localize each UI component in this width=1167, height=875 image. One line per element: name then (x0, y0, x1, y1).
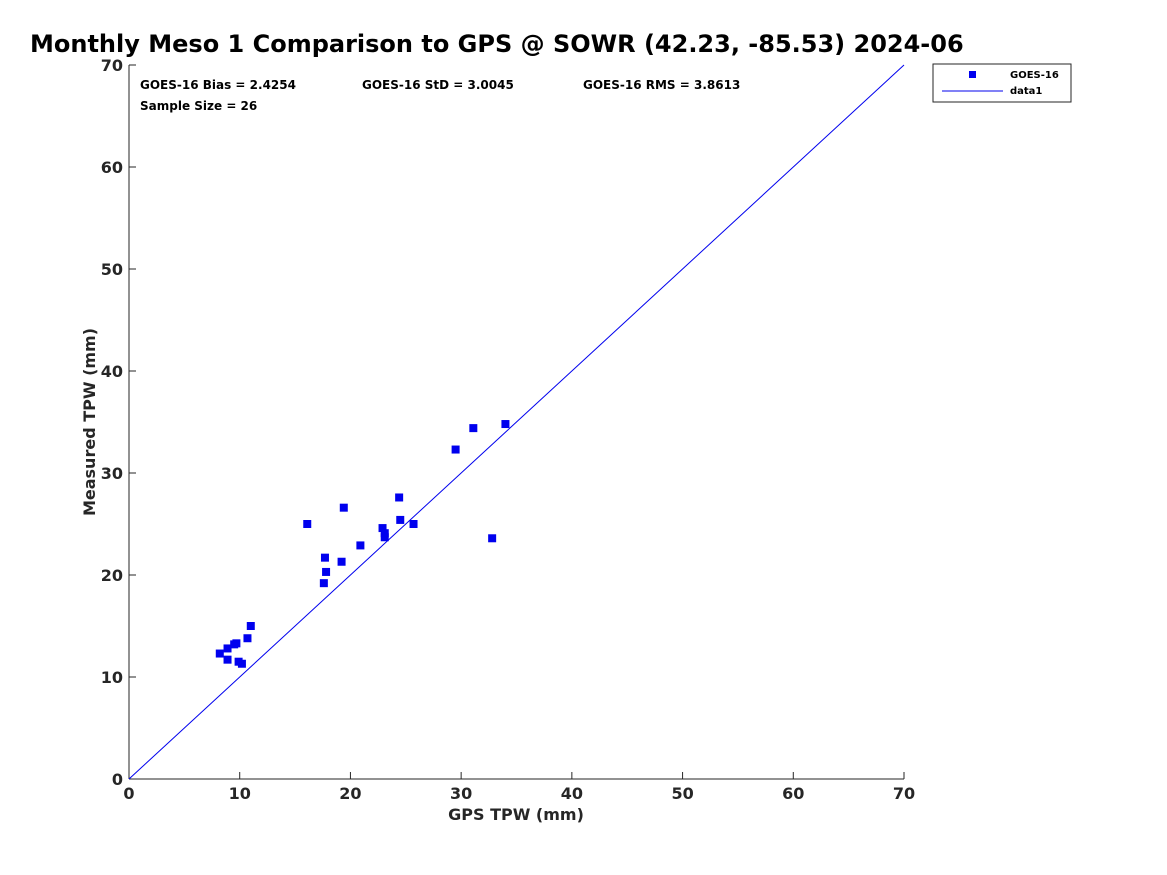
bias-annotation: GOES-16 Bias = 2.4254 (140, 78, 296, 92)
x-tick-label: 20 (339, 784, 361, 803)
y-tick-label: 60 (101, 158, 123, 177)
y-tick-label: 40 (101, 362, 123, 381)
x-tick-label: 50 (671, 784, 693, 803)
std-annotation: GOES-16 StD = 3.0045 (362, 78, 514, 92)
legend-marker-square-icon (969, 71, 976, 78)
data-point (339, 503, 348, 512)
data-point (451, 445, 460, 454)
data-point (320, 553, 329, 562)
data-point (223, 644, 232, 653)
y-axis-label: Measured TPW (mm) (80, 328, 99, 516)
legend-label-data1: data1 (1010, 86, 1042, 97)
x-tick-label: 0 (123, 784, 134, 803)
legend: GOES-16 data1 (932, 63, 1072, 103)
sample-size-annotation: Sample Size = 26 (140, 99, 257, 113)
x-axis-ticks: 0 10 20 30 40 50 60 70 (123, 772, 915, 803)
legend-box (932, 63, 1072, 103)
data-point (232, 639, 241, 648)
y-tick-label: 30 (101, 464, 123, 483)
data-point (337, 557, 346, 566)
x-tick-label: 60 (782, 784, 804, 803)
y-tick-label: 10 (101, 668, 123, 687)
data-point (488, 534, 497, 543)
data-point (469, 424, 478, 433)
data-point (246, 622, 255, 630)
data-point (380, 529, 389, 538)
one-to-one-line (128, 64, 905, 780)
x-tick-label: 70 (893, 784, 915, 803)
x-tick-label: 30 (450, 784, 472, 803)
x-axis-label: GPS TPW (mm) (448, 805, 584, 824)
data-point (501, 420, 510, 429)
data-point (378, 524, 387, 533)
chart-title: Monthly Meso 1 Comparison to GPS @ SOWR … (30, 30, 964, 58)
plot-area: 0 10 20 30 40 50 60 70 0 10 20 30 40 50 60 70 (101, 56, 915, 803)
data-point (322, 567, 331, 576)
data-point (380, 533, 389, 542)
scatter-points-layer (215, 420, 510, 668)
data-point (243, 634, 252, 643)
x-tick-label: 40 (561, 784, 583, 803)
data-point (319, 579, 328, 588)
data-point (396, 515, 405, 524)
data-point (237, 659, 246, 668)
data-point (395, 493, 404, 502)
y-tick-label: 50 (101, 260, 123, 279)
data-point (303, 520, 312, 528)
data-point (223, 655, 232, 664)
x-tick-label: 10 (229, 784, 251, 803)
data-point (409, 520, 418, 528)
y-axis-ticks: 0 10 20 30 40 50 60 70 (101, 56, 136, 789)
reference-line-layer (128, 64, 905, 780)
data-point (215, 649, 224, 658)
data-point (356, 541, 365, 550)
y-tick-label: 70 (101, 56, 123, 75)
y-tick-label: 0 (112, 770, 123, 789)
legend-label-goes16: GOES-16 (1010, 70, 1059, 81)
y-tick-label: 20 (101, 566, 123, 585)
rms-annotation: GOES-16 RMS = 3.8613 (583, 78, 740, 92)
